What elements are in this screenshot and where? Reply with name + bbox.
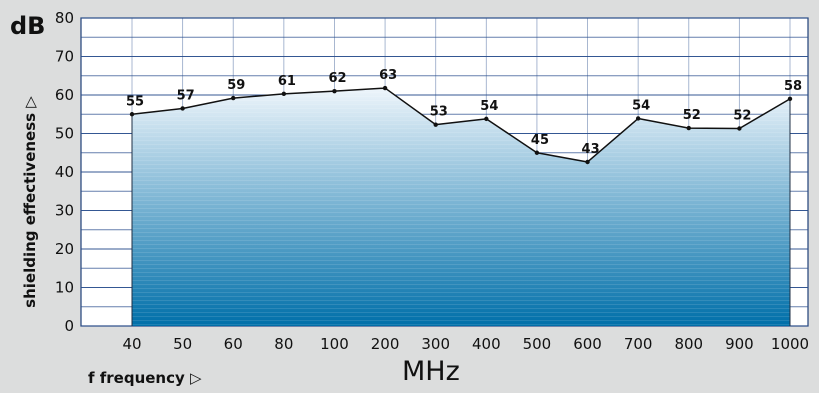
area-stripes xyxy=(132,88,790,326)
data-point xyxy=(231,95,236,101)
y-tick-label: 40 xyxy=(55,163,74,181)
x-tick-label: 500 xyxy=(523,335,552,353)
data-point xyxy=(585,159,590,165)
data-point xyxy=(635,116,641,121)
x-tick-label: 200 xyxy=(371,335,400,353)
x-tick-label: 300 xyxy=(421,335,450,353)
x-tick-label: 60 xyxy=(224,335,243,353)
x-tick-label: 800 xyxy=(674,335,703,353)
y-tick-label: 70 xyxy=(55,48,74,66)
plot-layer: 55 57 59 61 62 63 53 54 45 43 54 52 52 58 0 10 20 30 40 50 6… xyxy=(55,9,809,353)
data-label: 52 xyxy=(683,108,701,123)
data-label: 55 xyxy=(126,94,144,109)
x-tick-label: 100 xyxy=(320,335,349,353)
data-point xyxy=(433,122,438,127)
x-unit-label: MHz xyxy=(402,356,460,387)
data-label: 62 xyxy=(328,71,346,86)
x-axis-title: f frequency ▷ xyxy=(88,369,202,387)
x-tick-label: 700 xyxy=(624,335,653,353)
y-tick-label: 60 xyxy=(55,86,74,104)
y-tick-label: 10 xyxy=(55,279,74,297)
data-point xyxy=(686,125,691,131)
data-label: 45 xyxy=(531,133,549,148)
data-label: 57 xyxy=(177,88,195,103)
data-point xyxy=(281,91,287,97)
data-label: 54 xyxy=(632,98,650,113)
data-point xyxy=(787,96,793,102)
y-tick-label: 80 xyxy=(55,9,74,27)
data-point xyxy=(534,150,540,155)
data-point xyxy=(180,106,185,111)
y-axis-title: shielding effectiveness ▷ xyxy=(21,96,39,308)
data-point xyxy=(382,85,388,91)
data-label: 63 xyxy=(379,68,397,83)
y-unit-label: dB xyxy=(10,12,46,40)
y-tick-label: 20 xyxy=(55,240,74,258)
data-label: 54 xyxy=(480,99,498,114)
data-label: 43 xyxy=(582,142,600,157)
data-label: 59 xyxy=(227,78,245,93)
data-point xyxy=(129,112,135,117)
data-label: 61 xyxy=(278,74,296,89)
x-tick-label: 1000 xyxy=(771,335,809,353)
x-tick-label: 600 xyxy=(573,335,602,353)
series-line xyxy=(131,87,791,163)
x-tick-label: 900 xyxy=(725,335,754,353)
y-tick-label: 0 xyxy=(64,317,74,335)
data-point xyxy=(332,88,337,94)
x-tick-label: 80 xyxy=(274,335,293,353)
data-label: 52 xyxy=(733,108,751,123)
data-point xyxy=(737,126,742,131)
x-tick-label: 40 xyxy=(122,335,141,353)
data-label: 58 xyxy=(784,79,802,94)
data-point xyxy=(484,116,489,122)
y-tick-label: 50 xyxy=(55,125,74,143)
data-label: 53 xyxy=(430,105,448,120)
x-tick-label: 50 xyxy=(173,335,192,353)
y-tick-label: 30 xyxy=(55,202,74,220)
x-tick-label: 400 xyxy=(472,335,501,353)
